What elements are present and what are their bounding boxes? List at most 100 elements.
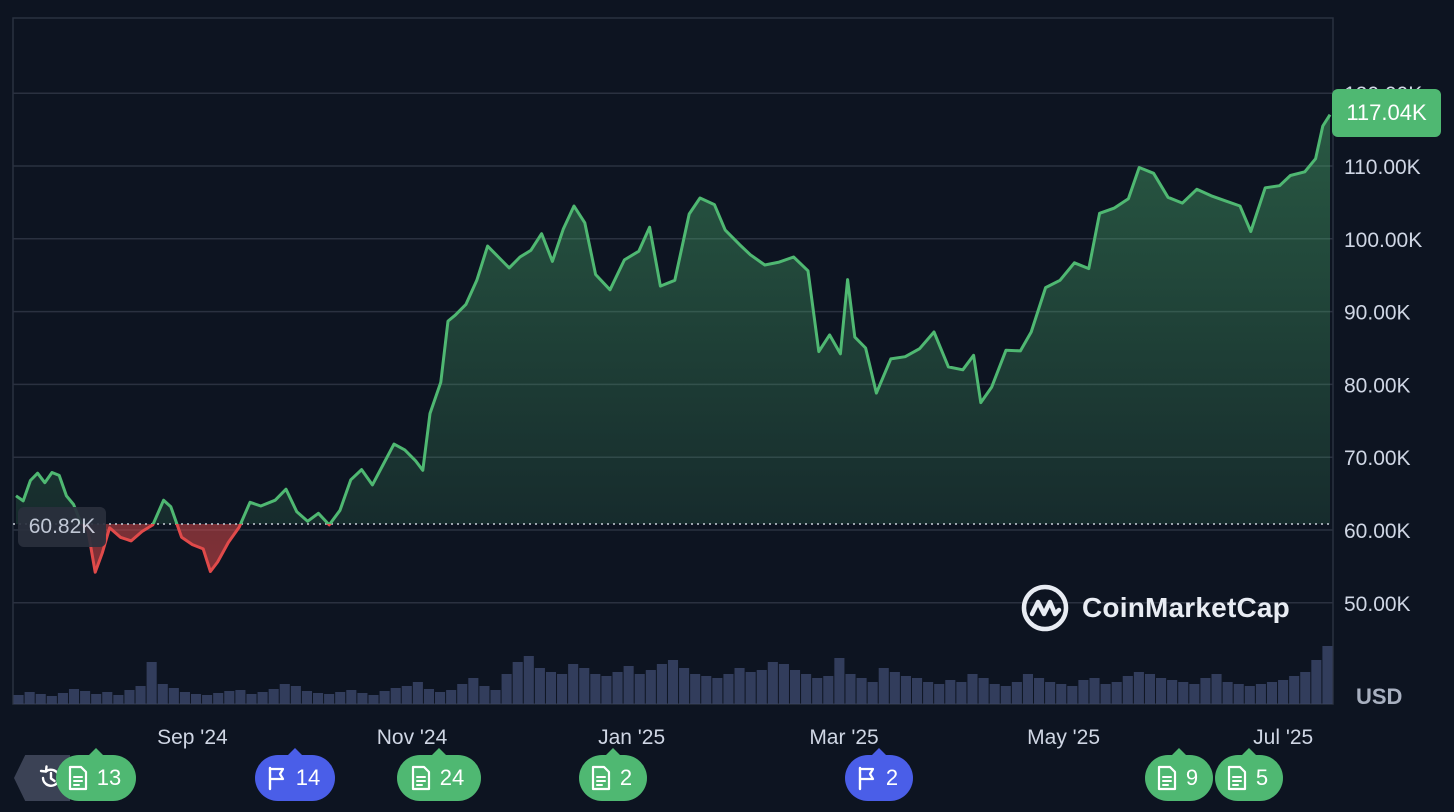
volume-bar — [279, 684, 290, 704]
event-news-pill[interactable]: 24 — [397, 748, 481, 801]
volume-bar — [1167, 680, 1178, 704]
volume-bar — [1156, 678, 1167, 704]
event-flag-pill[interactable]: 14 — [255, 748, 335, 801]
event-news-pill[interactable]: 2 — [579, 748, 647, 801]
volume-bar — [501, 674, 512, 704]
volume-bar — [911, 678, 923, 704]
volume-bar — [679, 668, 690, 704]
x-tick-label: Sep '24 — [157, 726, 228, 749]
volume-bar — [268, 689, 279, 704]
x-tick-label: Jul '25 — [1253, 726, 1313, 749]
x-tick-label: Nov '24 — [377, 726, 448, 749]
y-axis: 50.00K 60.00K 70.00K 80.00K 90.00K 100.00K 110… — [1344, 83, 1422, 616]
volume-bar — [446, 690, 457, 704]
volume-bar — [490, 690, 501, 704]
y-tick-label: 80.00K — [1344, 374, 1411, 397]
volume-bar — [1222, 682, 1233, 704]
event-count: 13 — [96, 765, 122, 790]
volume-bar — [612, 672, 623, 704]
volume-bar — [557, 674, 568, 704]
volume-bar — [889, 672, 900, 704]
volume-bar — [1111, 682, 1122, 704]
volume-bar — [545, 672, 557, 704]
volume-bar — [168, 688, 179, 704]
volume-bar — [1300, 672, 1311, 704]
volume-bar — [645, 670, 656, 704]
volume-bar — [435, 692, 446, 704]
volume-bar — [934, 684, 945, 704]
event-news-pill[interactable]: 13 — [56, 748, 136, 801]
volume-bar — [900, 676, 911, 704]
volume-bar — [1178, 682, 1189, 704]
down-line — [79, 524, 332, 574]
pill-pointer — [89, 748, 103, 755]
volume-bar — [179, 692, 190, 704]
volume-bar — [734, 668, 745, 704]
volume-bar — [690, 674, 701, 704]
x-axis: Sep '24 Nov '24 Jan '25 Mar '25 May '25 Jul '… — [157, 726, 1313, 749]
news-icon — [411, 765, 430, 791]
volume-bar — [324, 694, 335, 704]
current-price-badge: 117.04K — [1332, 89, 1441, 137]
y-tick-label: 70.00K — [1344, 447, 1411, 470]
event-count: 24 — [439, 765, 465, 790]
volume-bar — [978, 678, 989, 704]
volume-bar — [1056, 684, 1067, 704]
volume-bar — [91, 694, 102, 704]
volume-bar — [1244, 686, 1255, 704]
volume-bar — [1089, 678, 1100, 704]
volume-bar — [579, 668, 590, 704]
volume-bar — [945, 680, 956, 704]
volume-bar — [412, 682, 423, 704]
flag-icon — [268, 766, 284, 791]
x-tick-label: May '25 — [1027, 726, 1100, 749]
event-flag-pill[interactable]: 2 — [845, 748, 913, 801]
volume-bar — [568, 664, 579, 704]
volume-bar — [878, 668, 889, 704]
brand-name: CoinMarketCap — [1082, 592, 1290, 623]
event-count: 5 — [1255, 765, 1269, 790]
volume-bar — [1100, 684, 1111, 704]
pill-pointer — [606, 748, 620, 755]
volume-bar — [379, 691, 390, 704]
volume-bar — [856, 678, 867, 704]
event-news-pill[interactable]: 5 — [1215, 748, 1283, 801]
event-count: 9 — [1185, 765, 1199, 790]
volume-bar — [989, 684, 1000, 704]
volume-bar — [1078, 680, 1089, 704]
news-icon — [68, 765, 87, 791]
volume-bar — [246, 694, 257, 704]
volume-bar — [312, 693, 324, 704]
volume-bar — [823, 676, 834, 704]
volume-bar — [656, 664, 667, 704]
volume-bar — [146, 662, 157, 704]
volume-bar — [1144, 674, 1156, 704]
y-tick-label: 50.00K — [1344, 593, 1411, 616]
volume-bar — [102, 692, 113, 704]
price-line — [15, 113, 1332, 574]
volume-bar — [1000, 686, 1011, 704]
flag-icon — [858, 766, 874, 791]
x-tick-label: Jan '25 — [598, 726, 665, 749]
coinmarketcap-logo-icon — [1021, 584, 1069, 632]
volume-bar — [1122, 676, 1133, 704]
volume-bar — [590, 674, 601, 704]
volume-bar — [401, 686, 412, 704]
volume-bar — [301, 691, 312, 704]
pill-pointer — [1242, 748, 1256, 755]
volume-bar — [35, 694, 46, 704]
up-area-group — [16, 114, 1330, 525]
volume-bar — [479, 686, 490, 704]
volume-bar — [224, 691, 235, 704]
volume-bar — [202, 695, 213, 704]
volume-bar — [1289, 676, 1300, 704]
y-tick-label: 60.00K — [1344, 520, 1411, 543]
volume-bar — [357, 693, 368, 704]
volume-bar — [1311, 660, 1322, 704]
event-news-pill[interactable]: 9 — [1145, 748, 1213, 801]
volume-bar — [923, 682, 934, 704]
news-icon — [1157, 765, 1176, 791]
volume-bar — [756, 670, 767, 704]
volume-bar — [834, 658, 845, 704]
